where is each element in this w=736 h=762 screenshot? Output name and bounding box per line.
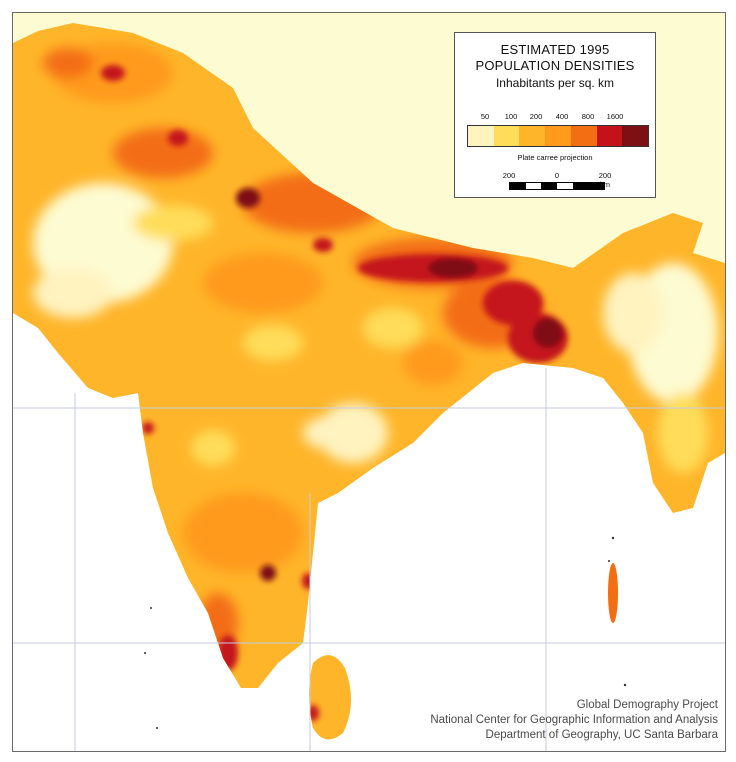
legend-tick-labels: 50 100 200 400 800 1600 <box>475 112 645 122</box>
scale-label-left: 200 <box>502 171 516 180</box>
legend-tick-200: 200 <box>529 112 543 121</box>
graticule <box>13 368 725 751</box>
legend-tick-100: 100 <box>504 112 518 121</box>
legend-swatch-5 <box>596 126 623 146</box>
legend-swatch-1 <box>493 126 520 146</box>
legend-swatch-0 <box>468 126 494 146</box>
legend-swatch-2 <box>519 126 546 146</box>
legend-color-bar <box>467 125 649 147</box>
legend-tick-800: 800 <box>581 112 595 121</box>
legend-swatch-6 <box>622 126 649 146</box>
credit-line2: National Center for Geographic Informati… <box>430 714 718 726</box>
andaman-islands <box>608 563 618 623</box>
scale-labels: 200 0 200 km <box>502 171 613 189</box>
legend-title-line2: POPULATION DENSITIES <box>475 58 635 73</box>
legend: ESTIMATED 1995 POPULATION DENSITIES Inha… <box>454 32 656 198</box>
credits: Global Demography Project National Cente… <box>430 698 718 743</box>
legend-swatch-4 <box>570 126 597 146</box>
legend-title-line1: ESTIMATED 1995 <box>500 42 610 57</box>
credit-line3: Department of Geography, UC Santa Barbar… <box>485 729 718 741</box>
scale-label-zero: 0 <box>554 171 560 180</box>
legend-subtitle: Inhabitants per sq. km <box>495 76 615 90</box>
scale-bar <box>509 182 605 190</box>
legend-tick-400: 400 <box>555 112 569 121</box>
credit-line1: Global Demography Project <box>576 699 718 711</box>
legend-tick-1600: 1600 <box>606 112 624 121</box>
island-dots <box>144 536 627 729</box>
indian-ocean <box>13 313 725 751</box>
projection-note: Plate carree projection <box>517 153 593 162</box>
legend-tick-50: 50 <box>480 112 490 121</box>
map-frame: ESTIMATED 1995 POPULATION DENSITIES Inha… <box>12 12 726 752</box>
legend-swatch-3 <box>545 126 571 146</box>
